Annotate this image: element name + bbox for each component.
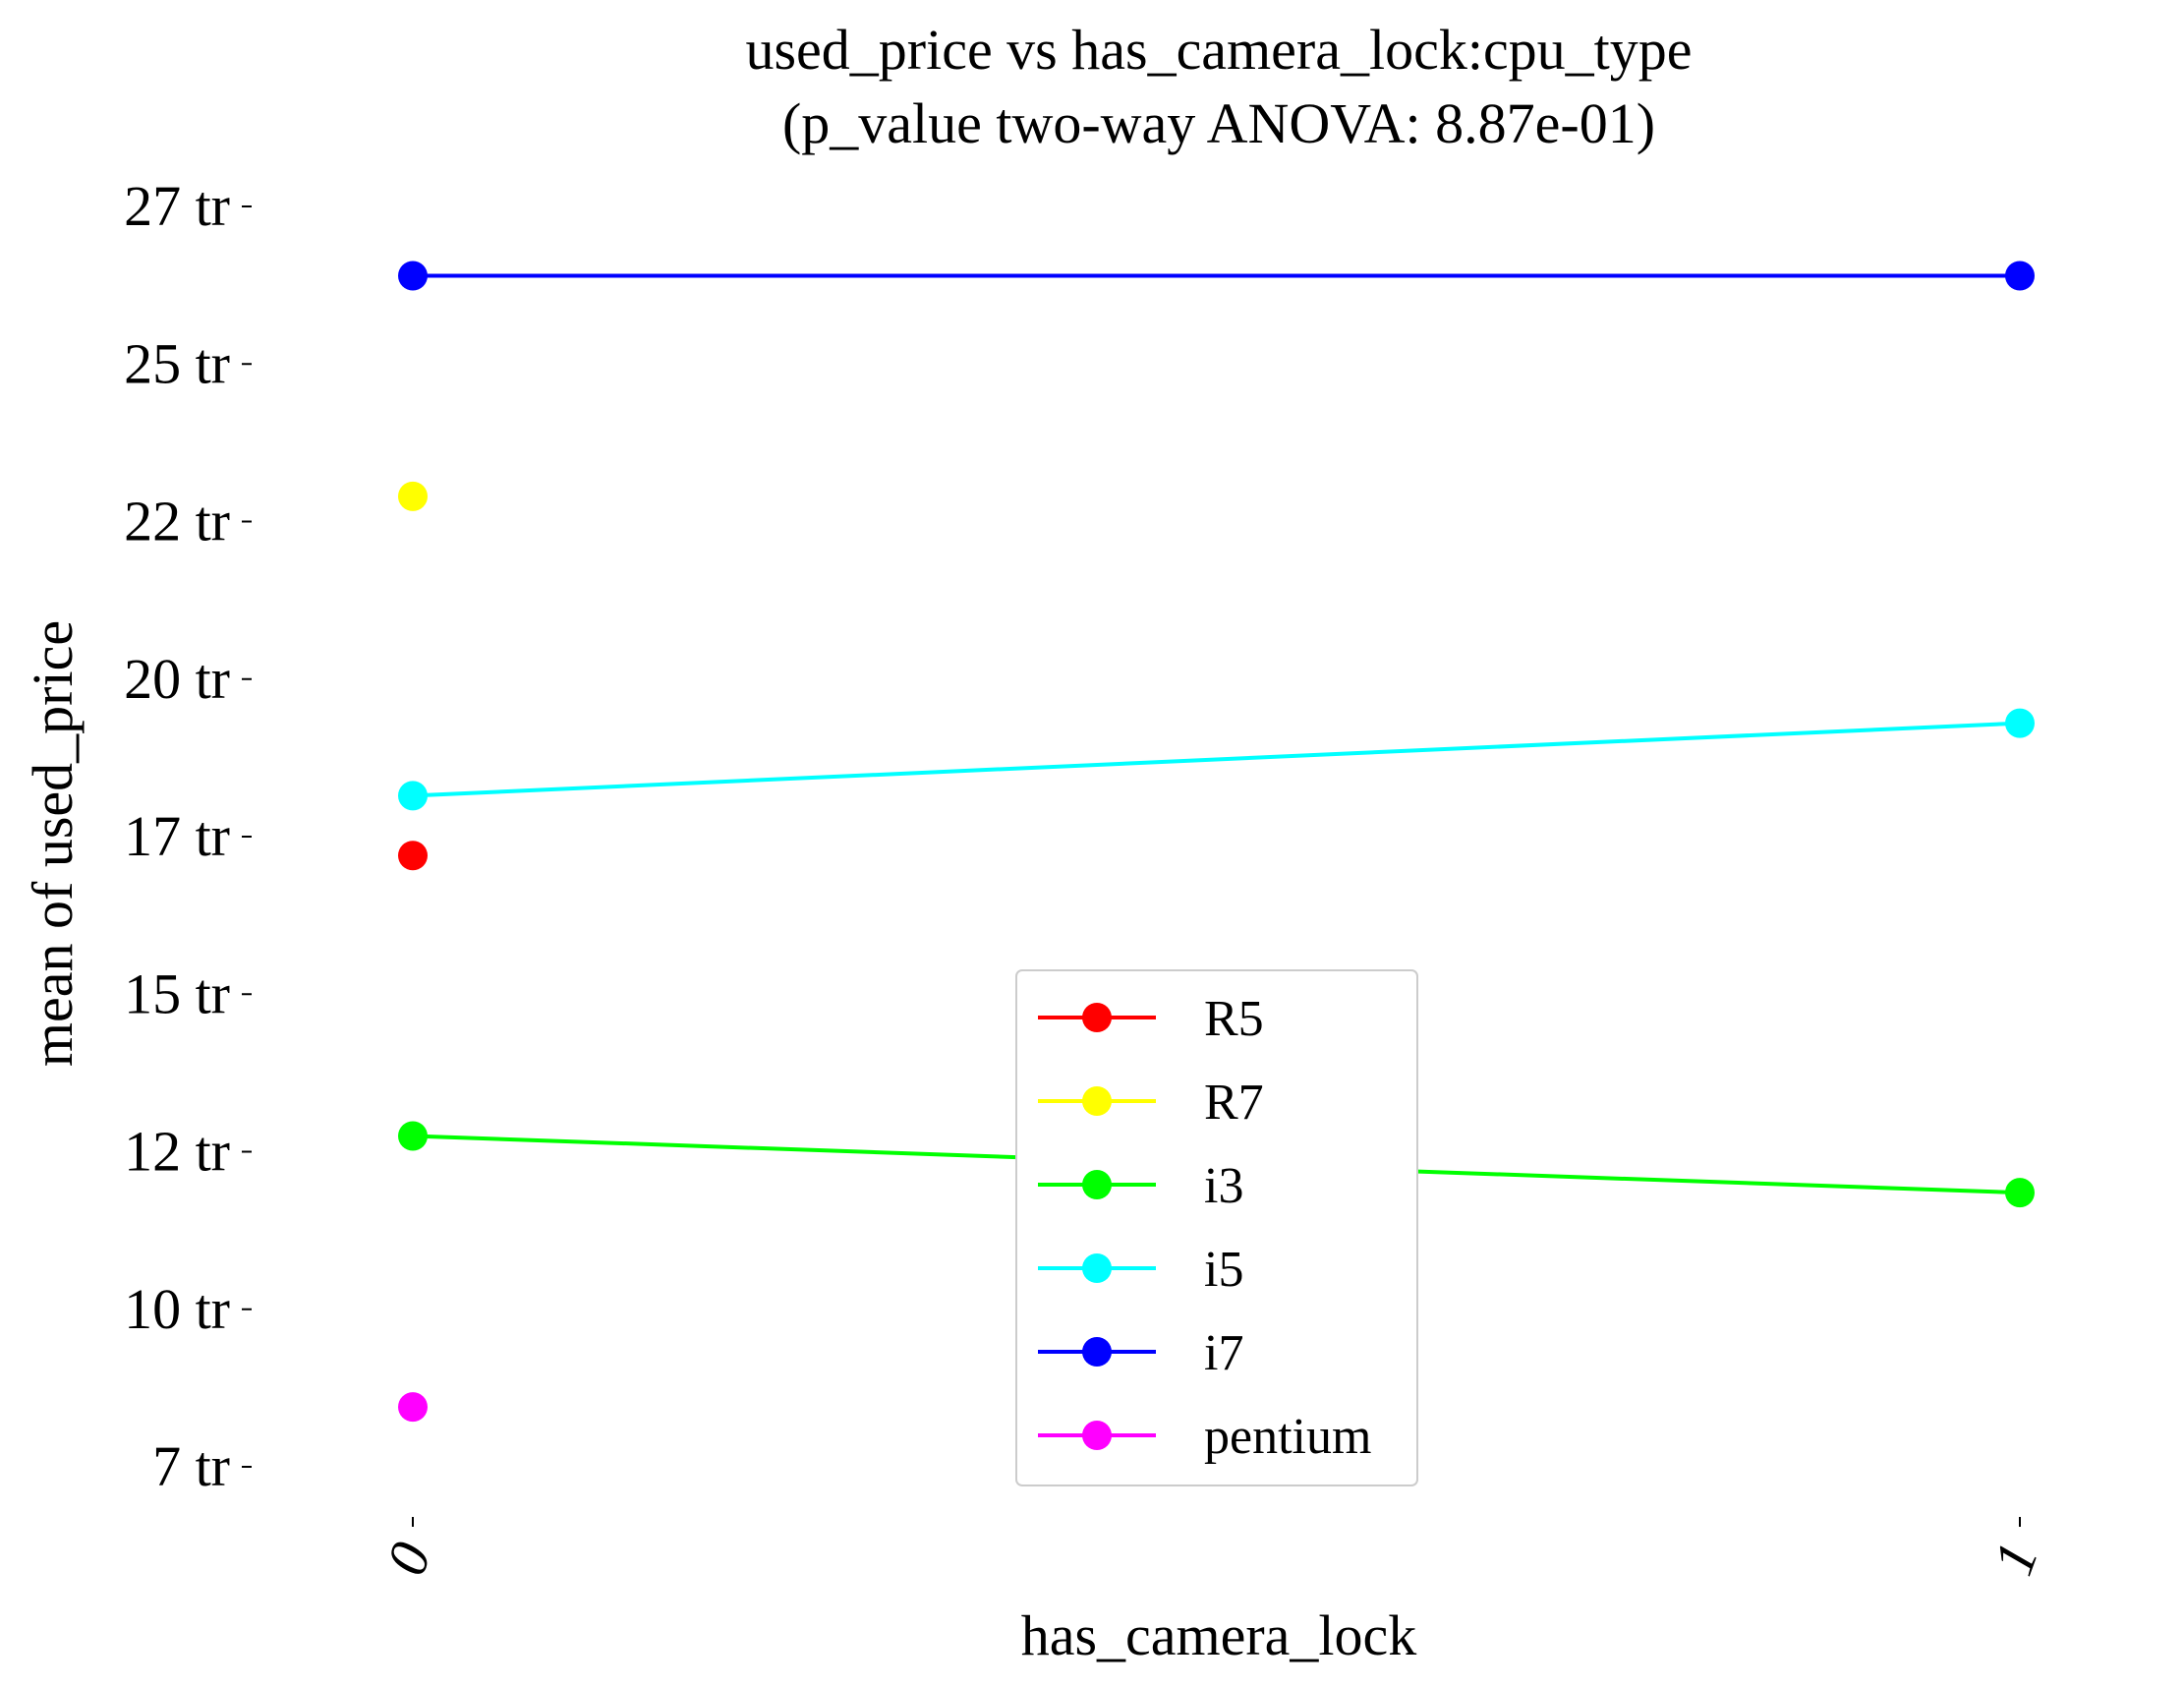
data-point bbox=[398, 261, 428, 291]
y-axis-label: mean of used_price bbox=[21, 620, 85, 1067]
x-axis-label: has_camera_lock bbox=[1021, 1603, 1417, 1667]
legend-entry: pentium bbox=[1038, 1409, 1371, 1465]
series-R7 bbox=[398, 481, 428, 511]
legend-entry: R5 bbox=[1038, 991, 1264, 1047]
data-point bbox=[2005, 261, 2035, 291]
legend-marker bbox=[1082, 1003, 1112, 1032]
y-tick-label: 10 tr bbox=[124, 1277, 230, 1341]
series-pentium bbox=[398, 1392, 428, 1423]
legend-entry: R7 bbox=[1038, 1075, 1264, 1131]
data-point bbox=[2005, 1178, 2035, 1208]
legend-label: pentium bbox=[1204, 1409, 1371, 1465]
legend-label: i3 bbox=[1204, 1158, 1243, 1214]
legend-marker bbox=[1082, 1086, 1112, 1116]
y-axis: 7 tr 10 tr 12 tr 15 tr 17 tr 20 tr 22 tr 25 tr 2… bbox=[124, 174, 252, 1498]
series-i5 bbox=[398, 708, 2035, 811]
data-point bbox=[398, 1392, 428, 1423]
data-point bbox=[398, 781, 428, 811]
y-tick-label: 12 tr bbox=[124, 1120, 230, 1184]
legend-entry: i3 bbox=[1038, 1158, 1243, 1214]
y-tick-label: 7 tr bbox=[152, 1434, 230, 1498]
legend-marker bbox=[1082, 1421, 1112, 1450]
legend-label: R7 bbox=[1204, 1075, 1264, 1131]
legend-entries: R5 R7 i3 i5 i7 pentium bbox=[1038, 991, 1371, 1465]
y-tick-label: 15 tr bbox=[124, 961, 230, 1025]
series-i7 bbox=[398, 261, 2035, 291]
y-tick-label: 22 tr bbox=[124, 490, 230, 553]
legend-marker bbox=[1082, 1253, 1112, 1283]
y-tick-label: 17 tr bbox=[124, 804, 230, 868]
y-tick-label: 27 tr bbox=[124, 174, 230, 238]
legend-entry: i7 bbox=[1038, 1325, 1243, 1381]
legend-entry: i5 bbox=[1038, 1242, 1243, 1298]
chart-subtitle: (p_value two-way ANOVA: 8.87e-01) bbox=[782, 91, 1655, 155]
legend-label: i7 bbox=[1204, 1325, 1243, 1381]
series-line bbox=[412, 721, 2021, 798]
legend: R5 R7 i3 i5 i7 pentium bbox=[1015, 969, 1418, 1486]
legend-label: R5 bbox=[1204, 991, 1264, 1047]
y-tick-label: 25 tr bbox=[124, 331, 230, 395]
series-R5 bbox=[398, 841, 428, 871]
legend-label: i5 bbox=[1204, 1242, 1243, 1298]
data-point bbox=[398, 481, 428, 511]
data-point bbox=[398, 1121, 428, 1151]
data-point bbox=[2005, 708, 2035, 738]
y-tick-label: 20 tr bbox=[124, 647, 230, 711]
data-point bbox=[398, 841, 428, 871]
chart-title: used_price vs has_camera_lock:cpu_type bbox=[745, 18, 1692, 82]
legend-marker bbox=[1082, 1337, 1112, 1367]
legend-marker bbox=[1082, 1170, 1112, 1199]
